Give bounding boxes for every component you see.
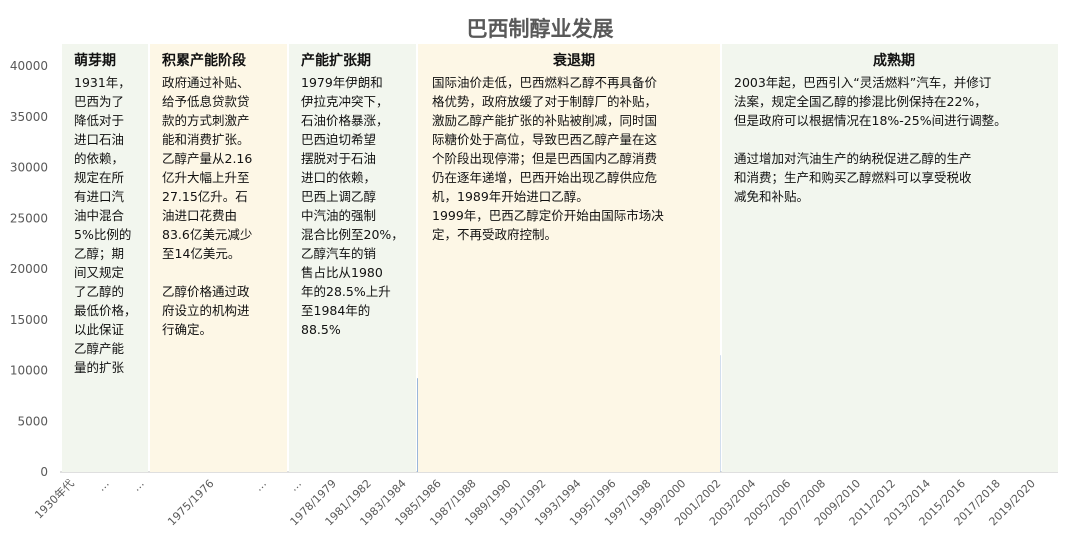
phase-expansion-title: 产能扩张期 [301, 53, 371, 69]
x-tick-label: … [95, 477, 112, 494]
y-tick-label: 5000 [17, 414, 48, 428]
x-tick-label: 1975/1976 [165, 477, 216, 528]
y-tick-label: 35000 [10, 110, 48, 124]
phase-maturity: 成熟期 2003年起，巴西引入“灵活燃料”汽车，并修订 法案，规定全国乙醇的掺混… [722, 44, 1058, 472]
phase-decline-text: 国际油价走低，巴西燃料乙醇不再具备价 格优势，政府放缓了对于制醇厂的补贴， 激励… [432, 75, 664, 242]
y-tick-label: 40000 [10, 59, 48, 73]
phase-decline: 衰退期 国际油价走低，巴西燃料乙醇不再具备价 格优势，政府放缓了对于制醇厂的补贴… [418, 44, 720, 472]
y-tick-label: 20000 [10, 262, 48, 276]
y-tick-label: 25000 [10, 211, 48, 225]
x-tick-label: 1930年代 [32, 476, 77, 521]
phase-maturity-title: 成熟期 [873, 53, 915, 69]
phase-expansion-text: 1979年伊朗和 伊拉克冲突下， 石油价格暴涨， 巴西迫切希望 摆脱对于石油 进… [301, 75, 404, 337]
x-axis-ticks: 1930年代…… 1975/1976… …1978/19791981/1982198… [32, 476, 1038, 528]
y-tick-label: 0 [40, 465, 48, 479]
y-axis-ticks: 0 5000 10000 15000 20000 25000 30000 35000 40000 [10, 59, 48, 479]
phase-maturity-text: 2003年起，巴西引入“灵活燃料”汽车，并修订 法案，规定全国乙醇的掺混比例保持… [734, 75, 1007, 204]
y-tick-label: 30000 [10, 161, 48, 175]
phase-accumulation-text: 政府通过补贴、 给予低息贷款贷 款的方式刺激产 能和消费扩张。 乙醇产量从2.1… [162, 75, 253, 337]
y-tick-label: 10000 [10, 364, 48, 378]
phase-accumulation-title: 积累产能阶段 [162, 53, 246, 69]
phase-expansion: 产能扩张期 1979年伊朗和 伊拉克冲突下， 石油价格暴涨， 巴西迫切希望 摆脱… [289, 44, 416, 472]
phase-seedling-title: 萌芽期 [74, 53, 116, 69]
x-tick-label: … [287, 477, 304, 494]
phase-accumulation: 积累产能阶段 政府通过补贴、 给予低息贷款贷 款的方式刺激产 能和消费扩张。 乙… [150, 44, 287, 472]
x-tick-label: … [130, 477, 147, 494]
phase-decline-title: 衰退期 [553, 53, 595, 69]
phase-seedling-text: 1931年， 巴西为了 降低对于 进口石油 的依赖， 规定在所 有进口汽 油中混… [74, 75, 137, 375]
phase-seedling: 萌芽期 1931年， 巴西为了 降低对于 进口石油 的依赖， 规定在所 有进口汽… [62, 44, 148, 472]
chart-title: 巴西制醇业发展 [467, 17, 614, 41]
x-tick-label: … [252, 477, 269, 494]
y-tick-label: 15000 [10, 313, 48, 327]
